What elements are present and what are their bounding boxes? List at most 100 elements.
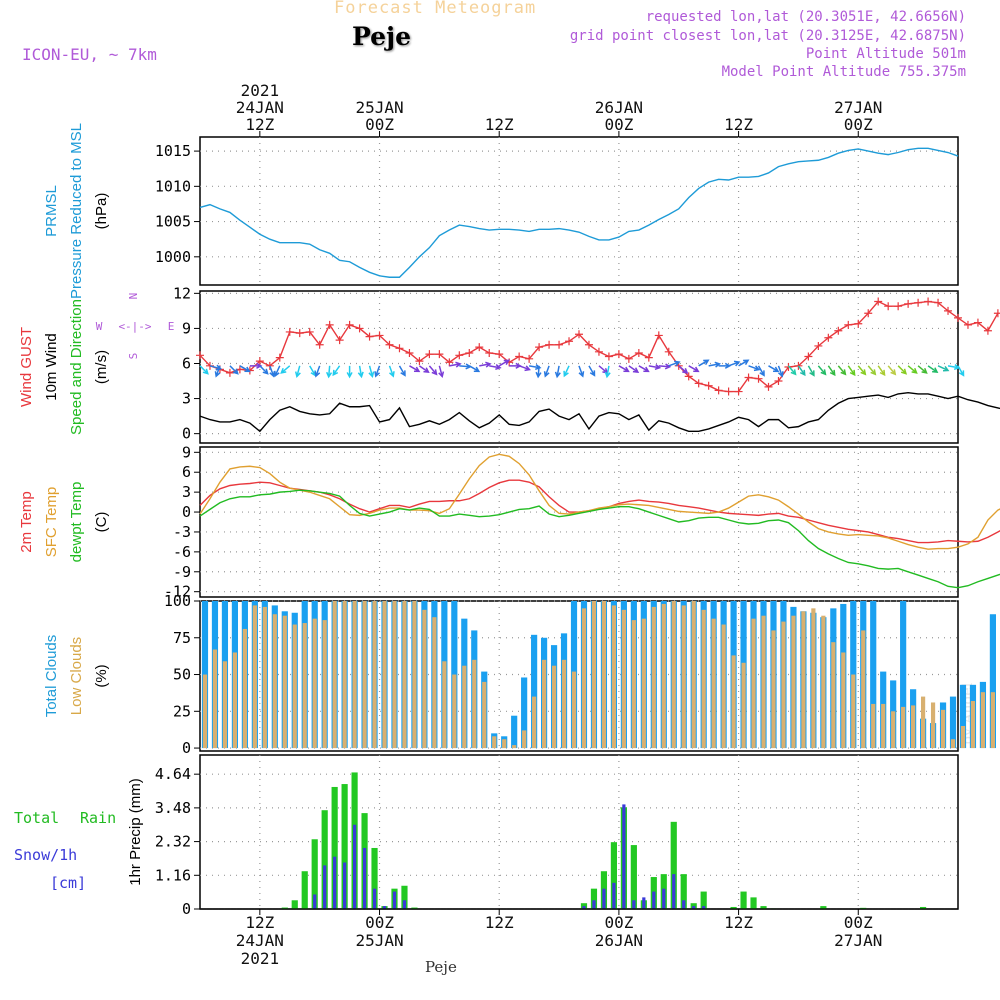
bar-low-clouds — [851, 674, 856, 749]
bar-low-clouds — [911, 705, 916, 749]
wind-arrow — [398, 365, 406, 377]
wind-arrow — [449, 361, 462, 368]
wind-arrow — [479, 361, 492, 368]
bar-low-clouds — [950, 739, 956, 749]
wind-arrow — [688, 365, 700, 373]
gust-marker — [993, 309, 1000, 318]
bar-low-clouds — [472, 659, 477, 749]
gust-marker — [594, 347, 603, 356]
panel-axis-label: 2m Temp — [18, 491, 35, 552]
time-label-bottom: 24JAN — [236, 931, 284, 950]
time-label-top: 00Z — [844, 115, 873, 134]
bar-total-clouds — [989, 614, 996, 749]
wind-arrow — [428, 365, 438, 376]
y-tick-label: -3 — [173, 523, 191, 541]
series-line — [199, 489, 1000, 589]
bar-snow — [323, 865, 327, 909]
wind-arrow — [368, 365, 375, 378]
bar-low-clouds — [641, 618, 646, 749]
gust-marker — [834, 326, 843, 335]
gust-marker — [315, 340, 324, 349]
bar-low-clouds — [561, 659, 567, 749]
bar-low-clouds — [731, 655, 736, 749]
wind-arrow — [239, 365, 251, 373]
gust-marker — [565, 337, 574, 346]
bar-low-clouds — [881, 703, 886, 749]
wind-arrow — [409, 365, 421, 373]
gust-marker — [415, 357, 424, 366]
bar-low-clouds — [532, 696, 537, 749]
wind-arrow — [459, 363, 472, 370]
bar-low-clouds — [462, 665, 467, 749]
gust-marker — [934, 298, 943, 307]
wind-arrow — [857, 365, 867, 376]
gust-marker — [694, 379, 703, 388]
y-tick-label: 0 — [182, 900, 191, 918]
y-tick-label: 1015 — [155, 142, 191, 160]
series-line — [199, 453, 1000, 550]
bar-low-clouds — [262, 606, 267, 749]
bar-total-precip — [590, 888, 598, 909]
time-label-top: 27JAN — [834, 98, 882, 117]
bar-low-clouds — [392, 601, 397, 749]
compass-north: N — [127, 293, 140, 300]
bar-snow — [362, 847, 367, 909]
gust-marker — [774, 377, 783, 386]
wind-arrow — [346, 365, 353, 379]
wind-arrow — [578, 365, 585, 378]
wind-arrow — [827, 365, 836, 377]
panel-frame — [199, 136, 959, 286]
bar-total-precip — [920, 906, 927, 909]
bar-snow — [392, 891, 397, 909]
panel-axis-label: Speed and Direction — [68, 299, 85, 435]
bar-total-precip — [321, 810, 328, 909]
bar-total-precip — [820, 906, 827, 909]
gust-marker — [664, 347, 673, 356]
bar-total-precip — [281, 907, 288, 909]
bar-low-clouds — [811, 608, 816, 749]
gust-marker — [575, 330, 583, 339]
compass-west: W — [96, 320, 103, 333]
bar-low-clouds — [282, 615, 287, 749]
y-tick-label: 9 — [182, 319, 191, 337]
wind-arrow — [280, 365, 291, 374]
wind-arrow — [668, 360, 681, 367]
gust-marker — [904, 299, 913, 308]
time-label-bottom: 00Z — [844, 913, 873, 932]
gust-marker — [924, 297, 933, 306]
time-label-top: 2021 — [241, 81, 280, 100]
precip-legend-snow: Snow/1h — [14, 846, 77, 864]
bar-snow — [702, 906, 706, 909]
compass-arrows: <-|-> — [118, 320, 151, 333]
y-tick-label: 0 — [182, 503, 191, 521]
bar-low-clouds — [721, 624, 726, 749]
wind-arrow — [678, 365, 689, 374]
wind-arrow — [658, 363, 672, 370]
bar-low-clouds — [452, 674, 457, 749]
gust-marker — [325, 320, 334, 329]
panel-axis-label: (hPa) — [93, 193, 110, 230]
gust-marker — [584, 340, 593, 349]
y-tick-label: 100 — [164, 592, 191, 610]
gust-marker — [535, 343, 544, 352]
bar-low-clouds — [691, 601, 696, 749]
bar-low-clouds — [372, 601, 377, 749]
precip-legend-total: Total — [14, 809, 59, 827]
gust-marker — [285, 327, 294, 336]
bar-snow — [592, 900, 596, 909]
wind-arrow — [563, 365, 570, 378]
gust-marker — [944, 306, 953, 315]
bar-low-clouds — [512, 745, 517, 749]
bar-low-clouds — [232, 652, 238, 749]
bar-low-clouds — [541, 659, 547, 749]
wind-arrow — [326, 365, 333, 379]
bar-low-clouds — [771, 630, 776, 749]
wind-arrow — [837, 365, 847, 376]
bar-low-clouds — [980, 692, 986, 749]
y-tick-label: 1005 — [155, 213, 191, 231]
wind-arrow — [489, 364, 502, 371]
gust-marker — [255, 357, 264, 366]
bar-low-clouds — [222, 661, 228, 749]
gust-marker — [465, 348, 474, 357]
series-line — [199, 479, 1000, 544]
